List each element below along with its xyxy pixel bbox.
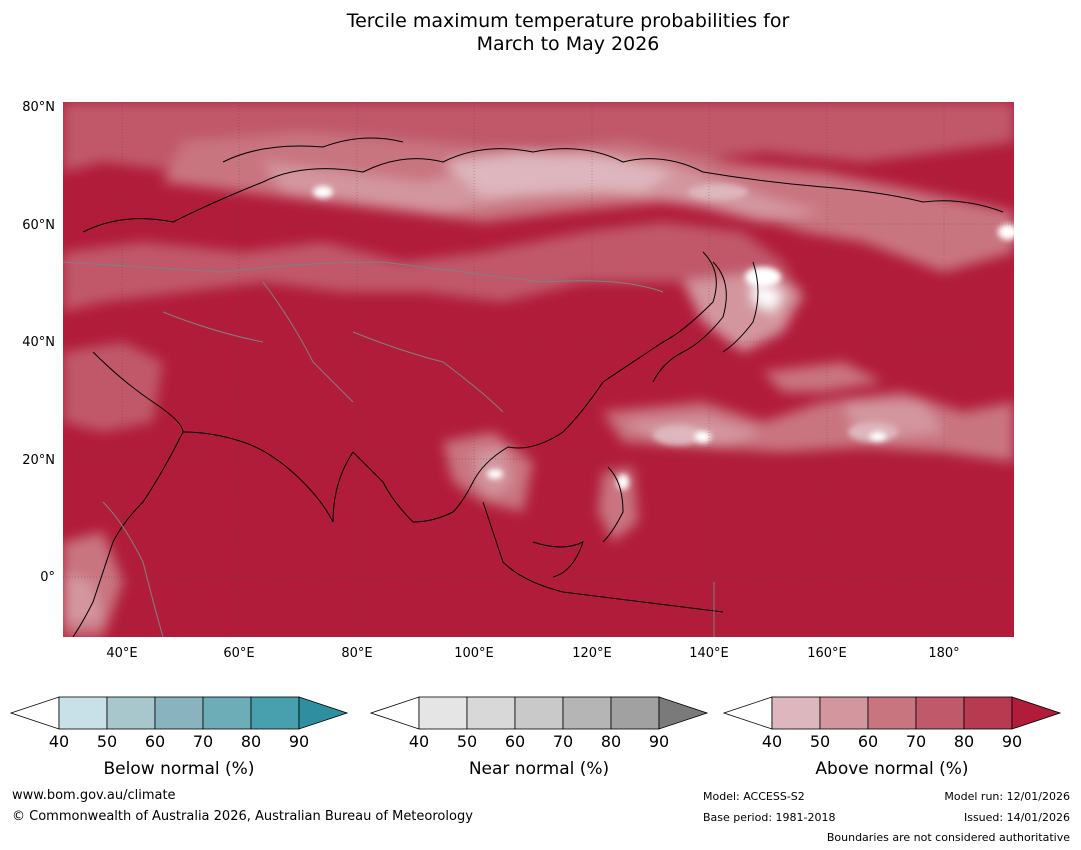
lon-label-120e: 120°E	[572, 646, 612, 661]
below-normal-label: Below normal (%)	[103, 759, 255, 779]
below-swatch-3	[154, 696, 204, 730]
near-white-patches	[313, 184, 1014, 490]
near-swatch-5	[610, 696, 660, 730]
graticule	[63, 102, 1014, 637]
above-tick-90: 90	[1001, 732, 1023, 751]
above-swatch-1	[771, 696, 821, 730]
near-tick-60: 60	[504, 732, 526, 751]
above-swatch-5	[963, 696, 1013, 730]
near-swatch-0	[370, 696, 420, 730]
issued-date: Issued: 14/01/2026	[963, 811, 1070, 824]
title-line-1: Tercile maximum temperature probabilitie…	[346, 10, 790, 32]
lat-label-60n: 60°N	[22, 218, 55, 233]
below-tick-40: 40	[48, 732, 70, 751]
near-tick-80: 80	[600, 732, 622, 751]
below-swatch-1	[58, 696, 108, 730]
model-run-date: Model run: 12/01/2026	[944, 790, 1070, 803]
website-link[interactable]: www.bom.gov.au/climate	[12, 788, 176, 803]
near-tick-90: 90	[648, 732, 670, 751]
below-tick-80: 80	[240, 732, 262, 751]
map-title: Tercile maximum temperature probabilitie…	[0, 10, 1081, 56]
above-swatch-2	[819, 696, 869, 730]
above-tick-50: 50	[809, 732, 831, 751]
near-normal-label: Near normal (%)	[468, 759, 610, 779]
near-swatch-4	[562, 696, 612, 730]
below-swatch-5	[250, 696, 300, 730]
above-normal-colorbar	[723, 696, 1061, 730]
above-swatch-4	[915, 696, 965, 730]
near-swatch-2	[466, 696, 516, 730]
above-tick-60: 60	[857, 732, 879, 751]
above-tick-40: 40	[761, 732, 783, 751]
lon-label-180: 180°	[928, 646, 960, 661]
near-tick-70: 70	[552, 732, 574, 751]
probability-map	[63, 102, 1014, 637]
below-tick-90: 90	[288, 732, 310, 751]
boundaries-disclaimer: Boundaries are not considered authoritat…	[826, 831, 1070, 844]
above-swatch-6	[1011, 696, 1061, 730]
below-swatch-6	[298, 696, 348, 730]
probability-shading	[63, 102, 1014, 637]
lon-label-80e: 80°E	[341, 646, 373, 661]
model-name: Model: ACCESS-S2	[703, 790, 805, 803]
below-tick-50: 50	[96, 732, 118, 751]
near-swatch-6	[658, 696, 708, 730]
near-tick-50: 50	[456, 732, 478, 751]
below-tick-60: 60	[144, 732, 166, 751]
lon-label-140e: 140°E	[689, 646, 729, 661]
lon-label-40e: 40°E	[106, 646, 138, 661]
coastlines	[72, 137, 1004, 637]
above-tick-70: 70	[905, 732, 927, 751]
lat-label-40n: 40°N	[22, 335, 55, 350]
below-tick-70: 70	[192, 732, 214, 751]
below-swatch-4	[202, 696, 252, 730]
base-period: Base period: 1981-2018	[703, 811, 836, 824]
copyright-text: © Commonwealth of Australia 2026, Austra…	[12, 809, 473, 824]
lat-label-80n: 80°N	[22, 100, 55, 115]
lon-label-100e: 100°E	[454, 646, 494, 661]
lat-label-0: 0°	[40, 570, 55, 585]
country-boundaries	[63, 261, 715, 637]
near-normal-colorbar	[370, 696, 708, 730]
title-line-2: March to May 2026	[476, 33, 660, 55]
above-tick-80: 80	[953, 732, 975, 751]
above-swatch-3	[867, 696, 917, 730]
above-normal-label: Above normal (%)	[815, 759, 969, 779]
near-tick-40: 40	[408, 732, 430, 751]
below-swatch-2	[106, 696, 156, 730]
lon-label-160e: 160°E	[807, 646, 847, 661]
near-swatch-1	[418, 696, 468, 730]
near-swatch-3	[514, 696, 564, 730]
above-swatch-0	[723, 696, 773, 730]
below-swatch-0	[10, 696, 60, 730]
lon-label-60e: 60°E	[223, 646, 255, 661]
lat-label-20n: 20°N	[22, 453, 55, 468]
below-normal-colorbar	[10, 696, 348, 730]
